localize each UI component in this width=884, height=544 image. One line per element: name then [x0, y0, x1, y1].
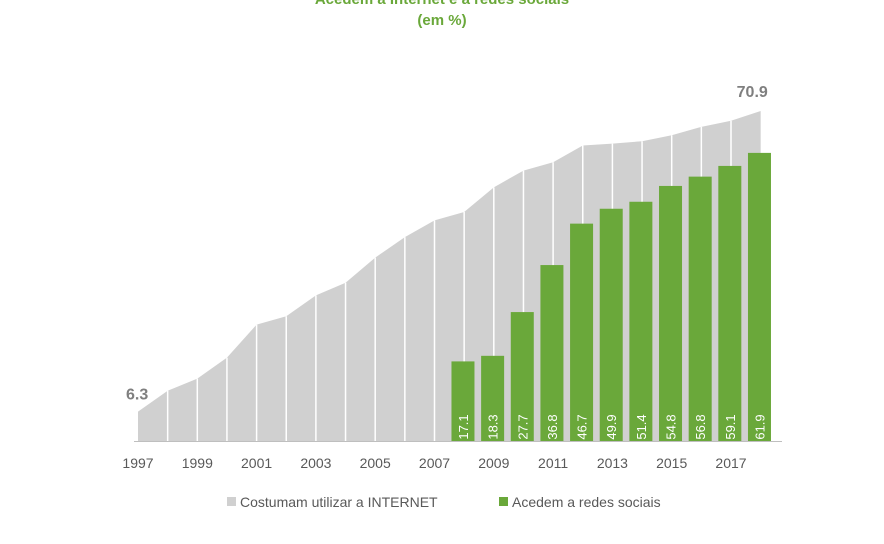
- social-bar: [481, 355, 505, 441]
- social-bar-label: 59.1: [723, 414, 738, 439]
- social-bar-label: 27.7: [515, 414, 530, 439]
- x-tick-label: 1997: [122, 455, 153, 471]
- social-bar-label: 49.9: [604, 414, 619, 439]
- chart-subtitle: (em %): [417, 12, 467, 29]
- social-bar: [451, 361, 475, 441]
- social-bar-label: 18.3: [486, 414, 501, 439]
- social-bar: [688, 176, 712, 442]
- internet-label-last: 70.9: [737, 84, 768, 101]
- social-bar: [510, 312, 534, 441]
- social-bar-label: 36.8: [545, 414, 560, 439]
- social-bar: [659, 185, 683, 441]
- x-tick-label: 2013: [597, 455, 628, 471]
- legend-item-social: Acedem a redes sociais: [499, 494, 661, 510]
- legend-label-internet: Costumam utilizar a INTERNET: [240, 494, 438, 510]
- social-bar-label: 54.8: [664, 414, 679, 439]
- legend-swatch-social: [499, 497, 508, 506]
- social-bar-label: 51.4: [634, 414, 649, 439]
- x-tick-label: 2017: [715, 455, 746, 471]
- x-tick-label: 2011: [538, 455, 568, 471]
- social-bar-label: 17.1: [456, 414, 471, 439]
- legend-label-social: Acedem a redes sociais: [512, 494, 661, 510]
- chart-title: Acedem à Internet e a redes sociais: [0, 0, 884, 8]
- social-bar-label: 61.9: [752, 414, 767, 439]
- legend-swatch-internet: [227, 497, 236, 506]
- legend-item-internet: Costumam utilizar a INTERNET: [227, 494, 438, 510]
- x-tick-label: 2001: [241, 455, 272, 471]
- internet-label-first: 6.3: [126, 387, 148, 404]
- social-bar: [599, 208, 623, 441]
- social-bar-label: 46.7: [575, 414, 590, 439]
- social-bar: [540, 265, 564, 441]
- x-tick-label: 2005: [360, 455, 391, 471]
- x-tick-label: 1999: [182, 455, 213, 471]
- social-bar: [718, 165, 742, 441]
- social-bar: [570, 223, 594, 441]
- social-bar: [747, 152, 771, 441]
- x-tick-label: 2007: [419, 455, 450, 471]
- x-tick-label: 2009: [478, 455, 509, 471]
- social-bar: [629, 201, 653, 441]
- x-tick-label: 2003: [300, 455, 331, 471]
- social-bar-label: 56.8: [693, 414, 708, 439]
- x-tick-label: 2015: [656, 455, 687, 471]
